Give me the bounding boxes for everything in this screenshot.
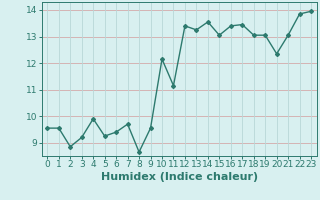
X-axis label: Humidex (Indice chaleur): Humidex (Indice chaleur) — [100, 172, 258, 182]
